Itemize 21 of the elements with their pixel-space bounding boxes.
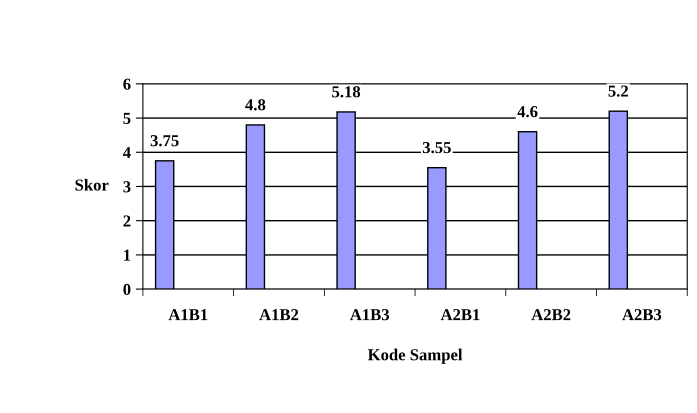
y-tick-label: 1 (124, 250, 130, 261)
y-tick-label: 6 (123, 78, 131, 90)
data-label: 4.8 (245, 99, 266, 110)
y-tick-label: 3 (123, 181, 131, 192)
x-tick-label: A2B2 (531, 309, 570, 320)
y-tick-label: 5 (123, 112, 130, 124)
x-tick-label: A2B1 (440, 309, 480, 320)
data-label: 3.75 (150, 135, 179, 146)
x-tick-label: A1B2 (259, 309, 298, 320)
y-tick-label: 2 (123, 215, 130, 226)
data-label: 3.55 (422, 142, 451, 154)
x-axis-title: Kode Sampel (368, 348, 462, 364)
data-label: 5.18 (332, 86, 360, 98)
y-axis-title: Skor (75, 178, 108, 191)
x-tick-label: A1B1 (168, 309, 208, 320)
y-tick-label: 4 (122, 147, 131, 158)
x-tick-label: A1B3 (350, 309, 390, 320)
data-label: 4.6 (517, 106, 538, 118)
y-tick-label: 0 (123, 284, 130, 296)
x-tick-label: A2B3 (622, 309, 662, 320)
data-label: 5.2 (608, 86, 628, 97)
